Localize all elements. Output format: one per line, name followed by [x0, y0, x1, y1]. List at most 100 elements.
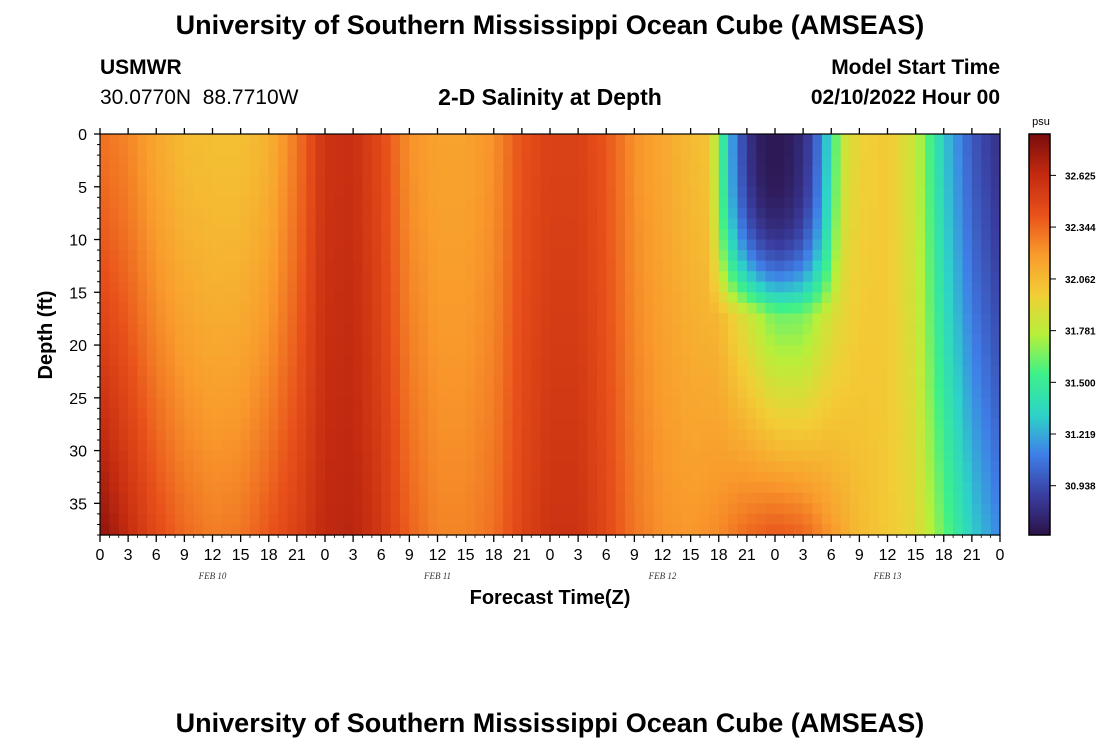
heatmap-cell [896, 503, 907, 515]
heatmap-cell [681, 323, 692, 336]
heatmap-cell [990, 524, 1001, 536]
heatmap-cell [784, 186, 795, 198]
heatmap-cell [793, 397, 804, 409]
heatmap-cell [446, 260, 457, 272]
heatmap-cell [643, 260, 654, 272]
heatmap-cell [203, 218, 214, 230]
heatmap-cell [184, 260, 195, 272]
heatmap-cell [934, 281, 945, 293]
heatmap-cell [765, 524, 776, 536]
heatmap-cell [128, 281, 139, 293]
heatmap-cell [278, 323, 289, 336]
heatmap-cell [231, 524, 242, 536]
heatmap-cell [184, 366, 195, 378]
heatmap-cell [578, 355, 589, 367]
heatmap-cell [156, 376, 167, 388]
heatmap-cell [437, 492, 448, 504]
heatmap-cell [859, 492, 870, 504]
heatmap-cell [596, 450, 607, 462]
heatmap-cell [615, 250, 626, 262]
heatmap-cell [793, 323, 804, 336]
heatmap-cell [709, 461, 720, 473]
heatmap-cell [362, 165, 373, 177]
heatmap-cell [925, 186, 935, 198]
heatmap-cell [371, 292, 382, 304]
heatmap-cell [681, 239, 692, 251]
heatmap-cell [981, 513, 992, 526]
heatmap-cell [625, 218, 635, 230]
heatmap-cell [156, 250, 167, 262]
heatmap-cell [831, 492, 842, 504]
heatmap-cell [803, 144, 814, 156]
heatmap-cell [568, 471, 579, 483]
heatmap-cell [531, 186, 542, 198]
heatmap-cell [400, 281, 410, 293]
heatmap-cell [390, 503, 401, 515]
heatmap-cell [887, 355, 898, 367]
heatmap-cell [587, 186, 598, 198]
heatmap-cell [737, 492, 748, 504]
heatmap-cell [765, 345, 776, 357]
heatmap-cell [437, 482, 448, 494]
heatmap-cell [953, 197, 964, 209]
heatmap-cell [906, 207, 917, 220]
heatmap-cell [559, 207, 570, 220]
heatmap-cell [118, 144, 129, 156]
heatmap-cell [437, 471, 448, 483]
heatmap-cell [137, 482, 148, 494]
heatmap-cell [165, 292, 176, 304]
heatmap-cell [400, 492, 410, 504]
heatmap-cell [625, 492, 635, 504]
heatmap-cell [793, 345, 804, 357]
heatmap-cell [306, 355, 317, 367]
heatmap-cell [503, 397, 514, 409]
heatmap-cell [118, 492, 129, 504]
heatmap-cell [775, 429, 785, 441]
heatmap-cell [681, 250, 692, 262]
heatmap-cell [850, 271, 860, 283]
heatmap-cell [784, 302, 795, 314]
heatmap-cell [306, 176, 317, 188]
heatmap-cell [653, 471, 664, 483]
heatmap-cell [671, 323, 682, 336]
heatmap-cell [850, 418, 860, 431]
heatmap-cell [146, 450, 157, 462]
heatmap-cell [775, 271, 785, 283]
heatmap-cell [371, 387, 382, 399]
heatmap-cell [493, 482, 504, 494]
heatmap-cell [212, 186, 223, 198]
heatmap-cell [850, 313, 860, 325]
heatmap-cell [540, 207, 551, 220]
heatmap-cell [915, 345, 926, 357]
heatmap-cell [700, 250, 710, 262]
heatmap-cell [625, 134, 635, 146]
heatmap-cell [587, 292, 598, 304]
heatmap-cell [100, 176, 110, 188]
heatmap-cell [587, 429, 598, 441]
heatmap-cell [512, 165, 523, 177]
heatmap-cell [746, 260, 757, 272]
heatmap-cell [446, 228, 457, 241]
heatmap-cell [193, 250, 204, 262]
heatmap-cell [878, 408, 889, 420]
heatmap-cell [184, 492, 195, 504]
heatmap-cell [718, 250, 729, 262]
heatmap-cell [268, 397, 279, 409]
heatmap-cell [465, 292, 476, 304]
heatmap-cell [906, 176, 917, 188]
heatmap-cell [887, 176, 898, 188]
heatmap-cell [409, 334, 420, 346]
heatmap-cell [128, 418, 139, 431]
heatmap-cell [278, 144, 289, 156]
heatmap-cell [259, 355, 270, 367]
heatmap-cell [259, 471, 270, 483]
heatmap-cell [737, 334, 748, 346]
heatmap-cell [615, 355, 626, 367]
heatmap-cell [550, 144, 560, 156]
heatmap-cell [625, 397, 635, 409]
heatmap-cell [296, 471, 307, 483]
heatmap-cell [278, 313, 289, 325]
heatmap-cell [212, 292, 223, 304]
heatmap-cell [231, 176, 242, 188]
heatmap-cell [437, 218, 448, 230]
